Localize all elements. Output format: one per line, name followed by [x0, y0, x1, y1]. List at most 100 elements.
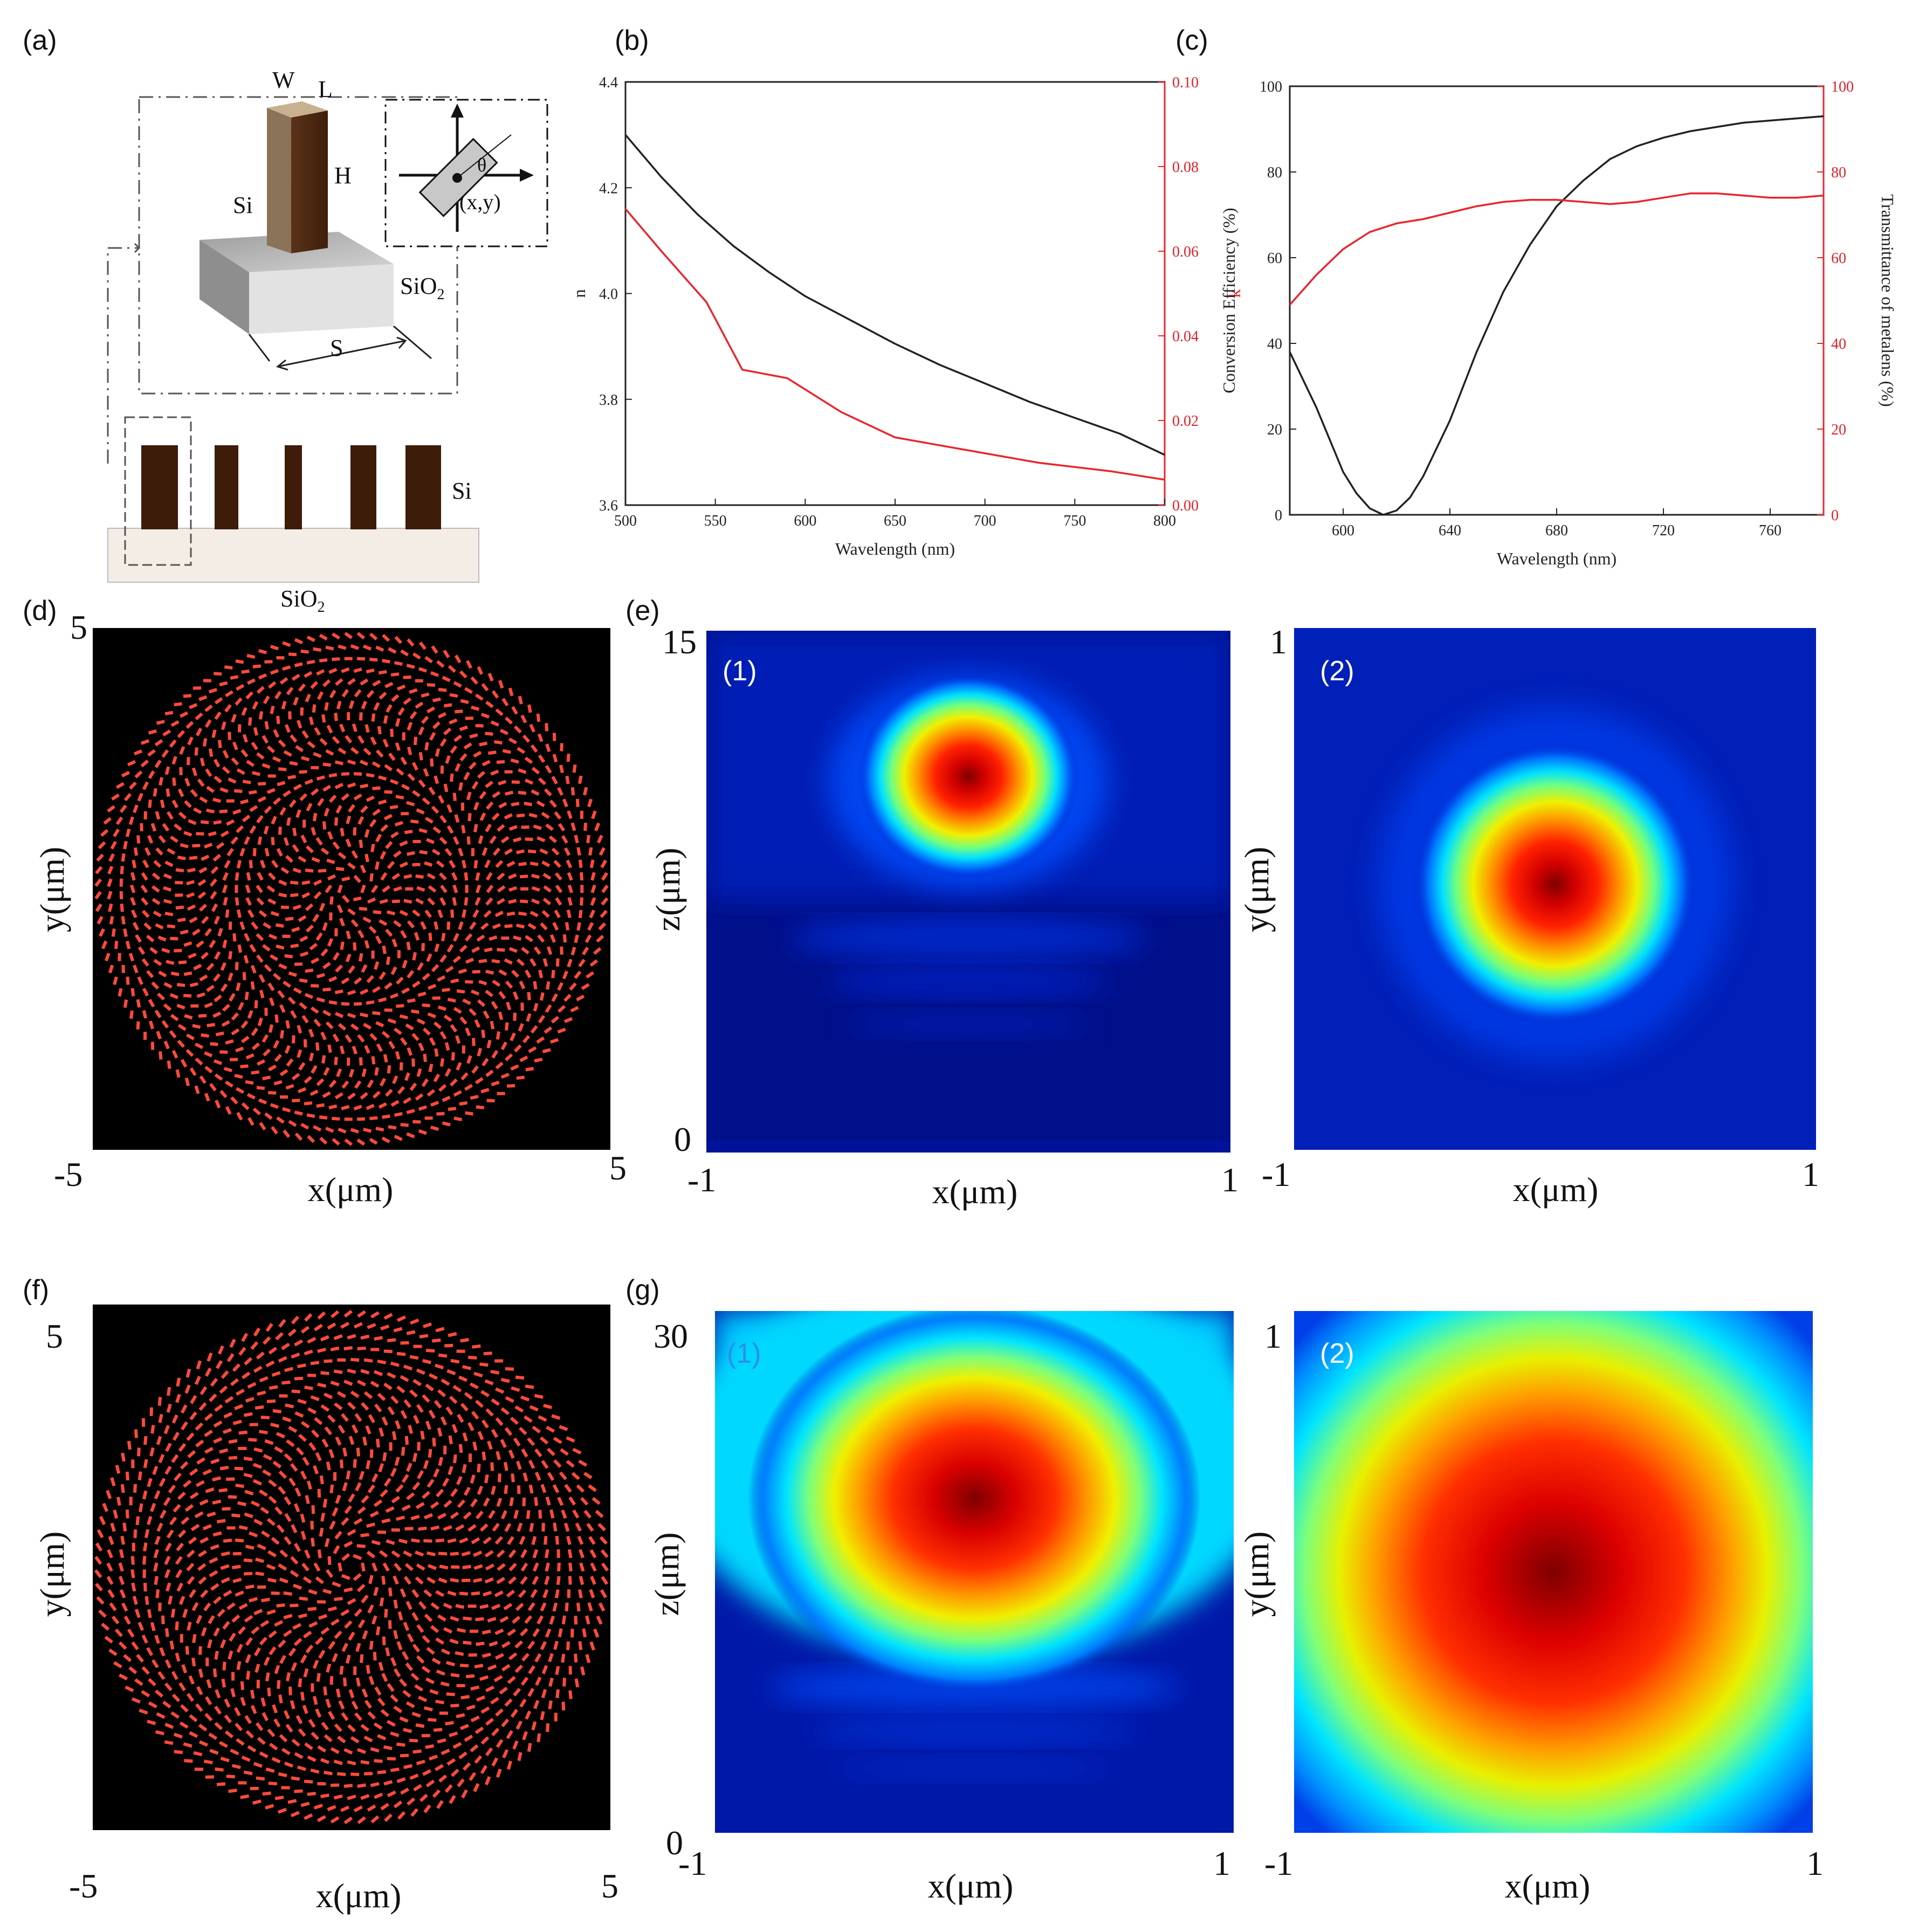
nanopillar: [357, 929, 364, 939]
nanopillar: [552, 733, 556, 741]
nanopillar: [335, 760, 343, 765]
d-xlabel: x(μm): [308, 1170, 394, 1209]
nanopillar: [294, 962, 302, 966]
nanopillar: [188, 819, 197, 825]
nanopillar: [509, 1497, 514, 1507]
nanopillar: [553, 1437, 562, 1444]
nanopillar: [271, 1757, 281, 1764]
nanopillar: [253, 1327, 261, 1337]
nanopillar: [153, 1562, 159, 1572]
nanopillar: [302, 1576, 312, 1584]
label-W: W: [272, 67, 295, 93]
nanopillar: [383, 1313, 393, 1320]
nanopillar: [544, 1536, 548, 1545]
nanopillar: [474, 1755, 483, 1764]
nanopillar: [418, 726, 425, 735]
chart-c-ytick-right-label: 0: [1831, 507, 1839, 524]
nanopillar: [212, 1476, 222, 1482]
nanopillar: [400, 1754, 409, 1758]
nanopillar: [339, 1459, 344, 1468]
nanopillar: [255, 1571, 264, 1576]
nanopillar: [317, 1348, 326, 1353]
nanopillar: [366, 773, 375, 778]
nanopillar: [406, 1492, 415, 1500]
nanopillar: [131, 1641, 139, 1651]
nanopillar: [530, 744, 538, 753]
nanopillar: [435, 1538, 444, 1543]
chart-b-ytick-right-label: 0.02: [1172, 413, 1199, 430]
nanopillar: [188, 1536, 197, 1545]
nanopillar: [290, 1811, 300, 1818]
nanopillar: [447, 997, 456, 1003]
nanopillar: [532, 1576, 539, 1585]
nanopillar: [242, 734, 248, 743]
nanopillar: [293, 1583, 302, 1590]
nanopillar: [316, 1103, 325, 1108]
nanopillar: [527, 1688, 535, 1697]
chart-c-ytick-left-label: 40: [1267, 336, 1282, 353]
nanopillar: [341, 772, 350, 776]
nanopillar: [300, 1654, 307, 1664]
nanopillar: [488, 750, 497, 755]
nanopillar: [199, 974, 208, 982]
nanopillar: [519, 874, 528, 879]
nanopillar: [531, 767, 540, 775]
nanopillar: [333, 1545, 340, 1555]
nanopillar: [183, 941, 192, 947]
nanopillar: [541, 811, 550, 819]
nanopillar: [394, 1562, 402, 1572]
nanopillar: [374, 961, 380, 970]
nanopillar: [258, 910, 267, 918]
nanopillar: [94, 878, 102, 887]
nanopillar: [287, 996, 296, 1005]
nanopillar: [345, 838, 352, 847]
nanopillar: [472, 970, 480, 974]
nanopillar: [266, 1609, 276, 1615]
nanopillar: [403, 1399, 412, 1408]
nanopillar: [416, 1624, 424, 1633]
nanopillar: [492, 923, 501, 929]
nanopillar: [546, 946, 553, 955]
nanopillar: [521, 1653, 529, 1662]
nanopillar: [333, 952, 340, 961]
nanopillar: [415, 1550, 424, 1557]
nanopillar: [505, 1396, 514, 1403]
nanopillar: [323, 1686, 327, 1696]
focal-spot-g2: [1294, 1311, 1813, 1833]
nanopillar: [334, 1057, 338, 1065]
chart-b-ytick-right-label: 0.10: [1172, 74, 1199, 91]
nanopillar: [393, 1706, 403, 1714]
nanopillar: [143, 1031, 147, 1040]
nanopillar: [396, 1004, 404, 1008]
nanopillar: [439, 837, 448, 845]
nanopillar: [506, 1002, 512, 1011]
nanopillar: [204, 704, 213, 712]
nanopillar: [434, 775, 439, 784]
nanopillar: [403, 1097, 412, 1105]
nanopillar: [600, 1549, 609, 1558]
nanopillar: [262, 944, 271, 952]
nanopillar: [503, 1461, 508, 1471]
nanopillar: [198, 1646, 202, 1655]
e2-xlabel: x(μm): [1513, 1170, 1599, 1209]
panel-label-b: (b): [615, 25, 649, 56]
nanopillar: [231, 1513, 240, 1518]
nanopillar: [590, 897, 596, 906]
nanopillar: [279, 1577, 288, 1584]
nanopillar: [303, 1668, 309, 1678]
nanopillar: [244, 1715, 252, 1724]
nanopillar: [508, 1450, 515, 1459]
chart-c-ytick-left-label: 100: [1260, 79, 1282, 95]
nanopillar: [246, 760, 255, 767]
nanopillar: [299, 1002, 307, 1010]
nanopillar: [228, 1439, 238, 1444]
nanopillar: [435, 1327, 445, 1333]
nanopillar: [179, 711, 189, 718]
nanopillar: [534, 1497, 539, 1506]
chart-c-xtick-label: 680: [1545, 522, 1568, 539]
nanopillar: [214, 1404, 223, 1412]
nanopillar: [141, 1666, 150, 1675]
nanopillar: [320, 1335, 329, 1342]
nanopillar: [290, 943, 299, 948]
nanopillar: [172, 1431, 180, 1441]
